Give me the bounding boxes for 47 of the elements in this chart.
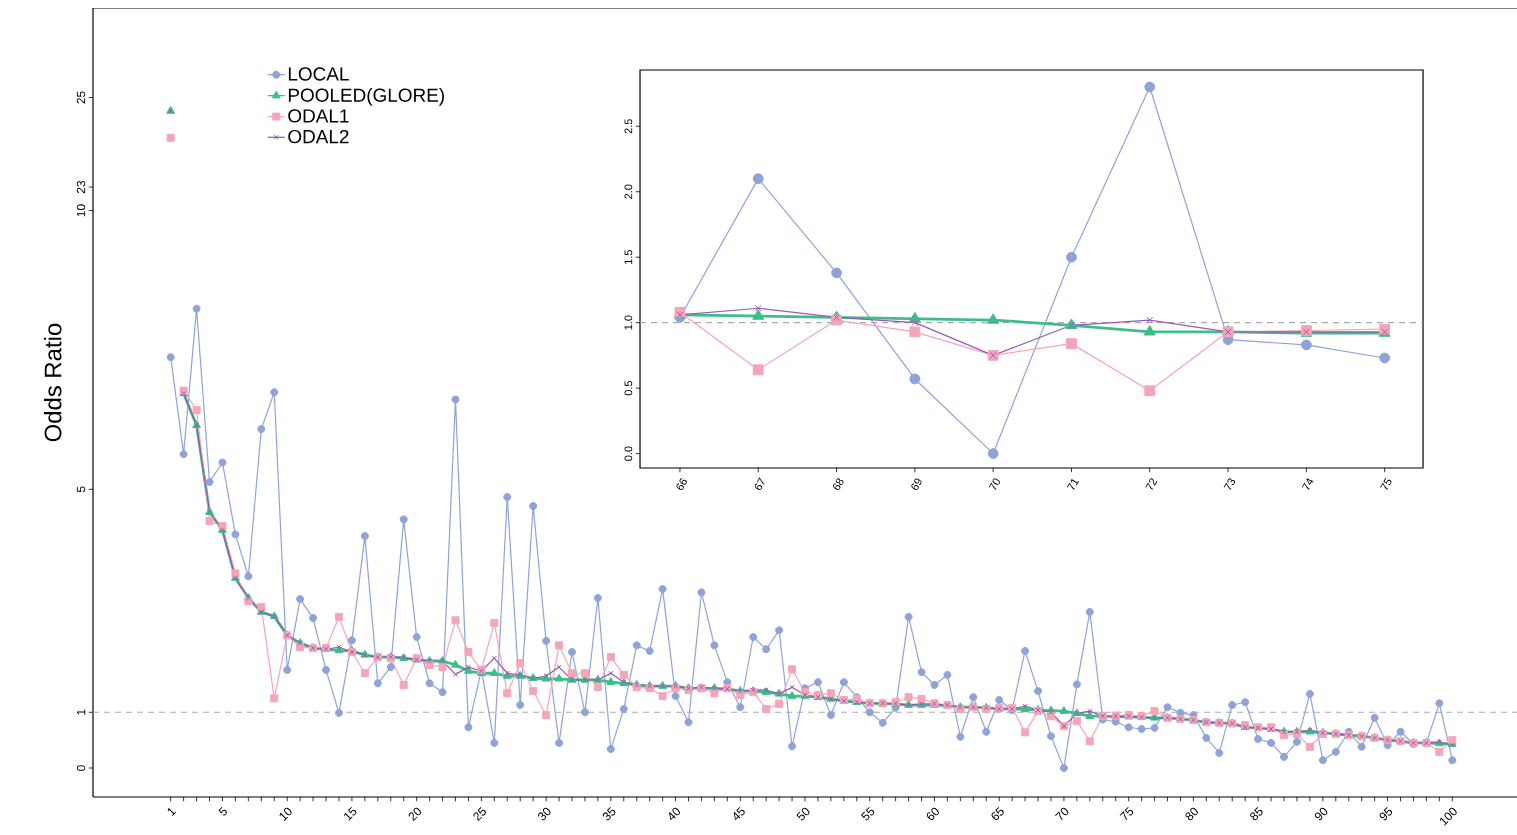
x-tick-label: 70 — [1055, 807, 1069, 821]
y-tick-label: 0 — [76, 765, 86, 771]
x-tick-label: 75 — [1380, 477, 1392, 490]
y-tick-label: 1 — [77, 709, 86, 715]
x-tick-label: 15 — [344, 806, 357, 821]
x-tick-label: 65 — [991, 807, 1004, 820]
x-tick-label: 85 — [1250, 807, 1263, 821]
x-tick-label: 75 — [1119, 806, 1134, 820]
y-tick-label: 1.5 — [624, 250, 633, 264]
x-tick-label: 60 — [926, 807, 939, 820]
x-tick-label: 30 — [538, 807, 551, 821]
x-tick-label: 40 — [669, 807, 680, 821]
x-tick-label: 80 — [1185, 807, 1198, 821]
y-tick-label: 1.0 — [624, 315, 633, 330]
x-tick-label: 69 — [911, 478, 922, 490]
x-tick-label: 68 — [833, 478, 844, 490]
y-tick-label: 2.0 — [624, 184, 633, 199]
x-tick-label: 73 — [1223, 478, 1236, 490]
legend-label: POOLED(GLORE) — [288, 88, 444, 106]
x-tick-label: 25 — [473, 807, 486, 822]
x-tick-label: 100 — [1440, 807, 1457, 826]
legend-label: ODAL1 — [288, 109, 349, 123]
x-tick-label: 45 — [733, 806, 745, 820]
x-tick-label: 66 — [676, 478, 687, 490]
x-tick-label: 71 — [1066, 479, 1080, 490]
x-tick-label: 50 — [796, 807, 810, 821]
y-axis-title: Odds Ratio — [43, 323, 62, 442]
y-tick-label: 0.0 — [624, 446, 633, 461]
y-tick-label: 25 — [76, 91, 86, 104]
x-tick-label: 74 — [1301, 478, 1314, 490]
legend-label: ODAL2 — [288, 129, 349, 144]
x-tick-label: 55 — [861, 806, 875, 821]
x-tick-label: 35 — [602, 807, 616, 821]
x-tick-label: 5 — [218, 806, 227, 816]
x-tick-label: 67 — [754, 477, 765, 490]
x-tick-label: 20 — [408, 807, 422, 822]
x-tick-label: 70 — [988, 478, 1000, 490]
y-tick-label: 23 — [76, 180, 86, 194]
y-tick-label: 2.5 — [624, 119, 633, 134]
x-tick-label: 95 — [1379, 807, 1393, 821]
x-tick-label: 1 — [167, 808, 177, 817]
legend-label: LOCAL — [288, 67, 349, 81]
x-tick-label: 72 — [1145, 478, 1158, 490]
y-tick-label: 0.5 — [624, 380, 633, 396]
y-tick-label: 10 — [76, 204, 86, 217]
x-tick-label: 90 — [1314, 807, 1328, 821]
x-tick-label: 10 — [279, 807, 292, 821]
